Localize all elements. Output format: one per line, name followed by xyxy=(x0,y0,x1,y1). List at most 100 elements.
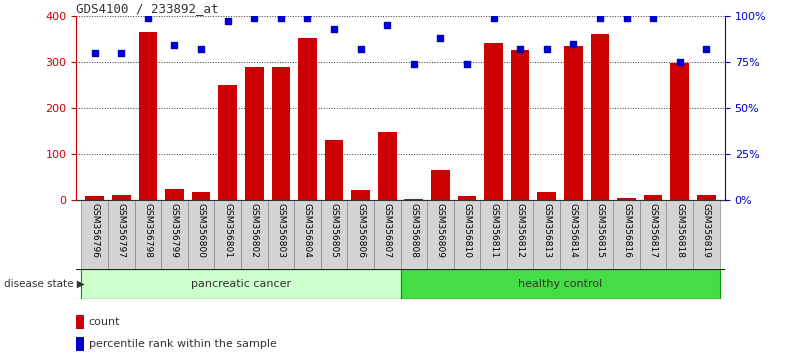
Point xyxy=(594,15,606,21)
Bar xyxy=(697,195,715,200)
Bar xyxy=(564,46,582,200)
Point xyxy=(700,46,713,52)
Bar xyxy=(268,200,294,269)
Bar xyxy=(82,269,400,299)
Bar xyxy=(400,200,427,269)
Text: GSM356809: GSM356809 xyxy=(436,204,445,258)
Text: GSM356817: GSM356817 xyxy=(649,204,658,258)
Bar xyxy=(82,200,108,269)
Bar xyxy=(378,132,396,200)
Point xyxy=(541,46,553,52)
Bar xyxy=(320,200,348,269)
Point xyxy=(567,41,580,46)
Bar xyxy=(537,192,556,200)
Bar xyxy=(618,198,636,200)
Text: count: count xyxy=(89,317,120,327)
Bar xyxy=(187,200,215,269)
Bar xyxy=(405,199,423,200)
Text: GSM356796: GSM356796 xyxy=(91,204,99,258)
Text: GSM356803: GSM356803 xyxy=(276,204,285,258)
Bar xyxy=(481,200,507,269)
Bar xyxy=(400,269,719,299)
Bar xyxy=(215,200,241,269)
Point xyxy=(620,15,633,21)
Bar xyxy=(453,200,481,269)
Bar xyxy=(666,200,693,269)
Bar xyxy=(165,188,183,200)
Text: GSM356799: GSM356799 xyxy=(170,204,179,258)
Bar xyxy=(112,195,131,200)
Point xyxy=(461,61,473,67)
Point xyxy=(142,15,155,21)
Bar xyxy=(374,200,400,269)
Bar xyxy=(348,200,374,269)
Text: GSM356800: GSM356800 xyxy=(196,204,206,258)
Bar xyxy=(457,196,477,200)
Text: disease state ▶: disease state ▶ xyxy=(4,279,85,289)
Point xyxy=(275,15,288,21)
Point xyxy=(434,35,447,41)
Bar xyxy=(670,63,689,200)
Bar xyxy=(76,315,84,329)
Text: GSM356813: GSM356813 xyxy=(542,204,551,258)
Text: GSM356805: GSM356805 xyxy=(329,204,339,258)
Text: GSM356819: GSM356819 xyxy=(702,204,710,258)
Bar xyxy=(507,200,533,269)
Text: pancreatic cancer: pancreatic cancer xyxy=(191,279,291,289)
Bar xyxy=(294,200,320,269)
Text: GSM356807: GSM356807 xyxy=(383,204,392,258)
Text: healthy control: healthy control xyxy=(518,279,602,289)
Bar xyxy=(614,200,640,269)
Bar xyxy=(640,200,666,269)
Bar xyxy=(586,200,614,269)
Point xyxy=(328,26,340,32)
Text: GSM356816: GSM356816 xyxy=(622,204,631,258)
Bar xyxy=(245,68,264,200)
Text: GSM356815: GSM356815 xyxy=(595,204,605,258)
Point xyxy=(221,19,234,24)
Bar xyxy=(485,42,503,200)
Text: GSM356802: GSM356802 xyxy=(250,204,259,258)
Bar xyxy=(324,140,344,200)
Bar xyxy=(511,50,529,200)
Text: GSM356810: GSM356810 xyxy=(462,204,472,258)
Bar xyxy=(139,32,157,200)
Point xyxy=(354,46,367,52)
Text: GSM356797: GSM356797 xyxy=(117,204,126,258)
Text: GSM356801: GSM356801 xyxy=(223,204,232,258)
Point xyxy=(88,50,101,56)
Bar xyxy=(644,195,662,200)
Bar xyxy=(76,337,84,351)
Bar xyxy=(533,200,560,269)
Point xyxy=(646,15,659,21)
Text: GSM356812: GSM356812 xyxy=(516,204,525,258)
Bar xyxy=(352,190,370,200)
Point xyxy=(674,59,686,65)
Bar xyxy=(560,200,586,269)
Text: GSM356814: GSM356814 xyxy=(569,204,578,258)
Point xyxy=(301,15,314,21)
Bar xyxy=(693,200,719,269)
Bar xyxy=(427,200,453,269)
Bar xyxy=(431,170,449,200)
Text: GDS4100 / 233892_at: GDS4100 / 233892_at xyxy=(76,2,219,15)
Bar xyxy=(298,38,316,200)
Bar xyxy=(219,85,237,200)
Text: GSM356811: GSM356811 xyxy=(489,204,498,258)
Bar xyxy=(86,196,104,200)
Text: GSM356818: GSM356818 xyxy=(675,204,684,258)
Bar xyxy=(161,200,187,269)
Bar xyxy=(241,200,268,269)
Point xyxy=(195,46,207,52)
Point xyxy=(168,42,181,48)
Bar xyxy=(191,192,211,200)
Bar xyxy=(108,200,135,269)
Text: GSM356798: GSM356798 xyxy=(143,204,152,258)
Bar xyxy=(272,68,290,200)
Point xyxy=(380,22,393,28)
Point xyxy=(248,15,260,21)
Text: percentile rank within the sample: percentile rank within the sample xyxy=(89,339,276,349)
Point xyxy=(115,50,127,56)
Point xyxy=(487,15,500,21)
Bar xyxy=(135,200,161,269)
